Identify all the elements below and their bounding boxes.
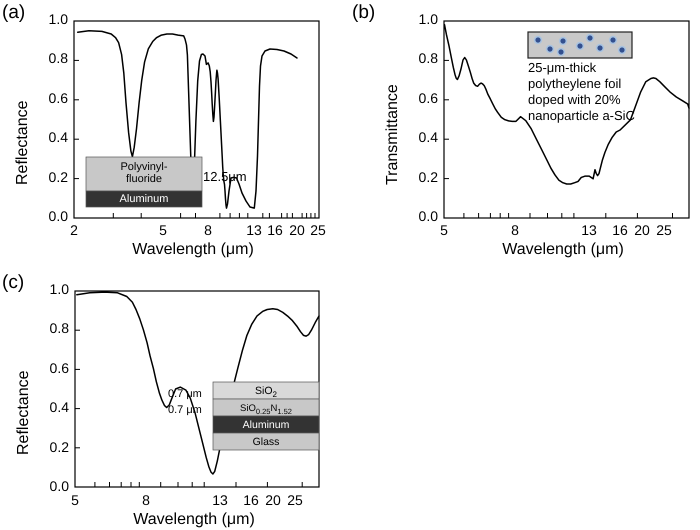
svg-text:fluoride: fluoride <box>126 173 162 185</box>
svg-text:Aluminum: Aluminum <box>243 419 290 431</box>
svg-text:Glass: Glass <box>253 436 280 448</box>
svg-text:Aluminum: Aluminum <box>120 193 169 205</box>
svg-text:Polyvinyl-: Polyvinyl- <box>120 161 167 173</box>
